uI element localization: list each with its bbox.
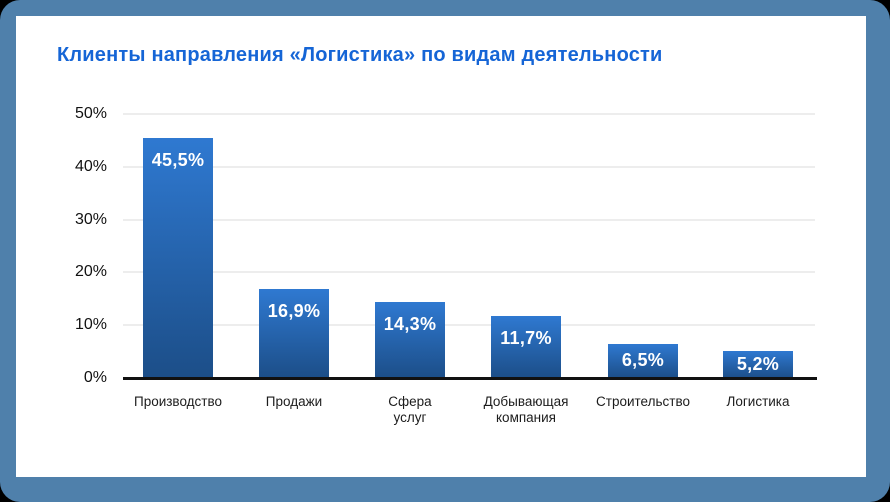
chart-title: Клиенты направления «Логистика» по видам… — [57, 44, 663, 66]
x-axis-category-label: Строительство — [568, 394, 718, 410]
bar-value-label: 11,7% — [500, 328, 552, 349]
gridline — [123, 113, 815, 115]
bar: 6,5% — [608, 343, 678, 378]
x-axis-category-label-line: компания — [496, 410, 556, 425]
x-axis-category-label-line: услуг — [393, 410, 427, 425]
y-axis-tick-label: 20% — [74, 263, 107, 281]
y-axis-tick-label: 10% — [74, 316, 107, 334]
gridline — [123, 324, 815, 327]
x-axis-category-label: Логистика — [683, 394, 833, 410]
x-axis-category-label-line: Производство — [133, 394, 223, 409]
gridline — [123, 165, 815, 168]
x-axis-category-label: Сфера услуг — [335, 394, 485, 426]
bar-value-label: 5,2% — [736, 353, 780, 374]
x-axis-category-label-line: Добывающая — [483, 394, 569, 409]
gridline — [123, 271, 815, 274]
x-axis-category-label-line: Сфера — [388, 394, 432, 409]
bar: 14,3% — [375, 302, 445, 378]
bar: 5,2% — [723, 350, 793, 378]
x-axis-category-label-line: Продажи — [265, 394, 323, 409]
x-axis-category-label: Добывающая компания — [451, 394, 601, 426]
y-axis-tick-label: 50% — [74, 105, 107, 122]
x-axis-category-label-line: Логистика — [726, 394, 790, 409]
bar-value-label: 6,5% — [621, 350, 665, 371]
x-axis-category-label-line: Строительство — [596, 394, 690, 409]
gridline — [123, 218, 815, 221]
bar: 45,5% — [143, 137, 213, 378]
x-axis-line — [123, 377, 817, 380]
y-axis-tick-label: 0% — [83, 369, 107, 386]
x-axis-category-label: Продажи — [219, 394, 369, 410]
y-axis-tick-label: 30% — [74, 210, 107, 228]
bar-value-label: 16,9% — [267, 300, 321, 321]
bar: 11,7% — [491, 316, 561, 378]
x-axis-category-label: Производство — [103, 394, 253, 410]
bar-value-label: 45,5% — [151, 149, 205, 170]
y-axis-tick-label: 40% — [74, 157, 107, 175]
bar: 16,9% — [259, 288, 329, 378]
bar-value-label: 14,3% — [383, 314, 437, 335]
